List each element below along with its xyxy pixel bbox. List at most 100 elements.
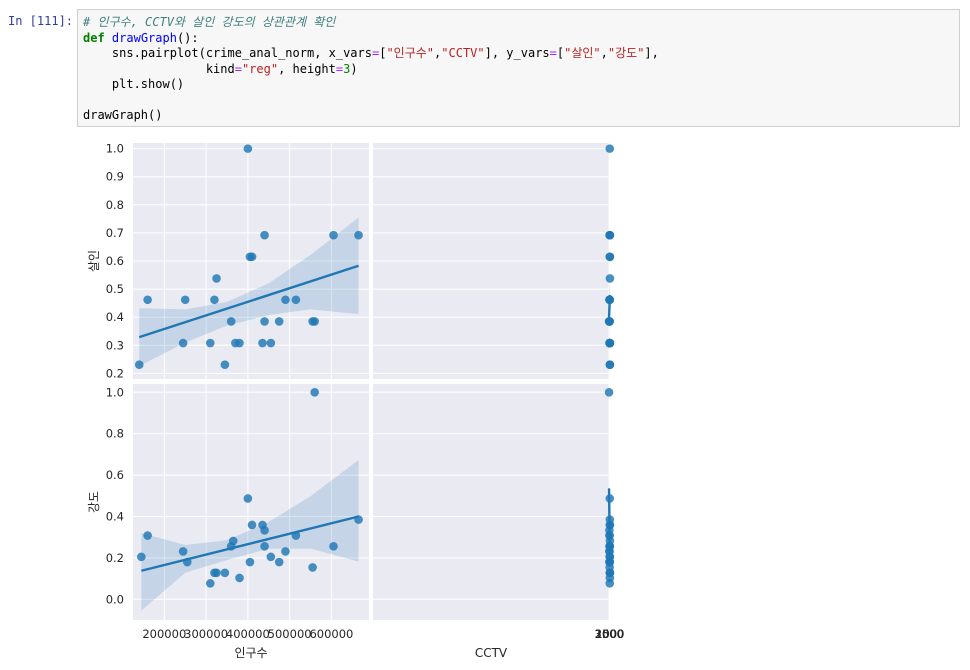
y-tick-label: 0.8: [106, 427, 124, 441]
x-tick-label: 1500: [595, 627, 624, 641]
scatter-point: [134, 360, 144, 369]
code-token: "인구수": [386, 46, 435, 60]
y-tick-label: 0.4: [106, 509, 124, 523]
scatter-point: [605, 579, 615, 588]
plot-panel: [373, 384, 609, 620]
code-editor[interactable]: # 인구수, CCTV와 살인 강도의 상관관계 확인 def drawGraph…: [83, 15, 659, 124]
code-cell[interactable]: # 인구수, CCTV와 살인 강도의 상관관계 확인 def drawGraph…: [77, 9, 960, 127]
scatter-point: [212, 568, 221, 578]
cell-prompt: In [111]:: [8, 14, 74, 28]
code-token: "강도": [607, 46, 645, 60]
scatter-point: [329, 542, 338, 551]
scatter-point: [212, 274, 221, 283]
x-tick-label: 400000: [226, 627, 270, 641]
scatter-point: [143, 295, 152, 305]
scatter-point: [245, 557, 255, 567]
scatter-point: [247, 252, 257, 262]
code-token: "살인": [564, 46, 601, 60]
regression-line: [607, 294, 612, 318]
scatter-point: [308, 563, 317, 572]
scatter-point: [235, 338, 244, 348]
y-tick-label: 0.7: [106, 226, 124, 240]
x-tick-label: 1000: [595, 627, 624, 641]
scatter-point: [205, 338, 215, 348]
code-line: drawGraph(): [83, 108, 659, 124]
code-token: =: [549, 46, 557, 60]
code-token: drawGraph: [111, 30, 177, 45]
code-line: def drawGraph():: [83, 31, 659, 47]
scatter-point: [266, 338, 276, 348]
x-axis-label: 인구수: [234, 646, 267, 660]
y-tick-label: 0.0: [106, 592, 124, 606]
scatter-point: [178, 547, 188, 556]
y-tick-label: 0.8: [106, 198, 124, 212]
code-line: sns.pairplot(crime_anal_norm, x_vars=["인…: [83, 46, 659, 62]
scatter-point: [243, 494, 253, 503]
y-tick-label: 0.2: [106, 551, 124, 565]
code-token: sns.pairplot(crime_anal_norm, x_vars: [83, 46, 372, 60]
y-tick-label: 0.5: [106, 282, 124, 296]
scatter-point: [220, 360, 230, 369]
scatter-point: [329, 230, 338, 240]
scatter-point: [281, 547, 290, 556]
code-token: 3: [343, 61, 351, 76]
scatter-point: [228, 536, 238, 546]
y-tick-label: 1.0: [106, 385, 124, 399]
y-tick-label: 0.3: [106, 338, 124, 352]
scatter-point: [260, 317, 269, 326]
scatter-point: [210, 295, 219, 305]
scatter-point: [354, 230, 363, 240]
scatter-point: [605, 338, 614, 348]
x-axis-label: CCTV: [475, 646, 508, 660]
scatter-point: [137, 552, 146, 562]
code-line: plt.show(): [83, 77, 659, 93]
code-token: ],: [644, 46, 659, 60]
y-tick-label: 0.4: [106, 310, 124, 324]
scatter-point: [260, 542, 269, 551]
scatter-point: [260, 230, 269, 240]
scatter-point: [178, 338, 188, 348]
code-line: # 인구수, CCTV와 살인 강도의 상관관계 확인: [83, 15, 659, 31]
code-token: plt.show(): [83, 77, 185, 91]
code-token: "reg": [241, 61, 279, 76]
code-token: =: [371, 46, 380, 60]
code-token: =: [335, 61, 344, 76]
code-token: ():: [176, 30, 199, 45]
code-token: def: [83, 30, 105, 45]
regression-line: [141, 515, 359, 572]
plot-panel: [133, 384, 369, 620]
y-tick-label: 0.9: [106, 170, 124, 184]
scatter-point: [143, 531, 152, 540]
scatter-point: [281, 295, 290, 305]
scatter-point: [604, 317, 614, 326]
y-axis-label: 강도: [87, 491, 101, 513]
scatter-point: [605, 360, 615, 369]
scatter-point: [605, 274, 615, 283]
code-token: , height: [278, 61, 336, 76]
y-tick-label: 0.2: [106, 366, 124, 380]
scatter-point: [310, 387, 319, 397]
confidence-band: [141, 459, 359, 611]
code-token: =: [234, 61, 242, 76]
x-tick-label: 2500: [595, 627, 624, 641]
scatter-point: [266, 552, 276, 562]
scatter-point: [243, 144, 253, 153]
scatter-point: [605, 144, 615, 153]
scatter-point: [205, 579, 215, 588]
scatter-point: [247, 520, 257, 530]
code-token: "CCTV": [441, 46, 485, 60]
x-tick-label: 3000: [595, 627, 624, 641]
scatter-point: [604, 387, 614, 397]
code-token: ,: [600, 46, 608, 60]
regression-line: [138, 264, 359, 339]
scatter-point: [274, 557, 284, 567]
scatter-point: [180, 295, 190, 305]
code-token: # 인구수, CCTV와 살인 강도의 상관관계 확인: [83, 15, 336, 29]
x-tick-label: 600000: [309, 627, 353, 641]
scatter-point: [220, 568, 230, 578]
code-line: kind="reg", height=3): [83, 62, 659, 78]
code-token: [: [556, 46, 565, 60]
y-tick-label: 1.0: [106, 142, 124, 156]
scatter-point: [258, 338, 267, 348]
